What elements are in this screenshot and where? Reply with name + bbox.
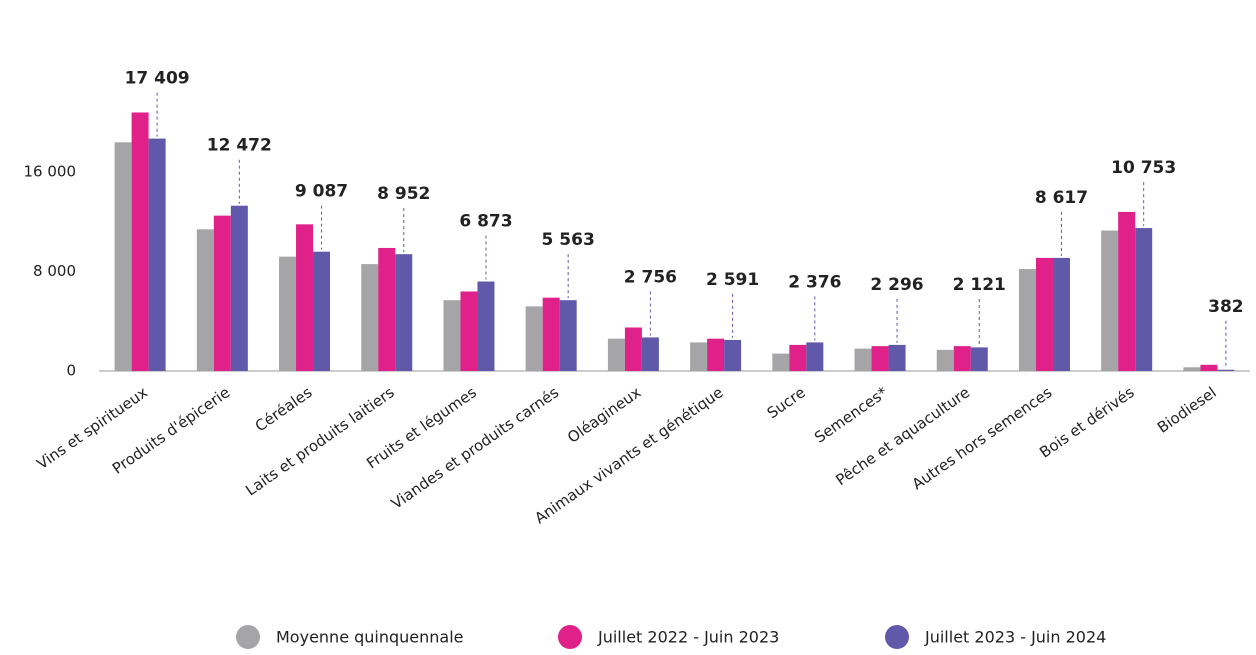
legend-label: Moyenne quinquennale [276, 628, 464, 647]
legend-label: Juillet 2022 - Juin 2023 [597, 628, 779, 647]
annotation: 8 617 [1035, 188, 1088, 208]
bar [789, 344, 807, 371]
legend-swatch [558, 625, 582, 649]
bar [213, 215, 231, 371]
bar [361, 264, 379, 371]
x-tick-label: Biodiesel [1154, 383, 1220, 437]
bar [871, 346, 889, 371]
annotation: 2 756 [624, 267, 677, 287]
legend-label: Juillet 2023 - Juin 2024 [924, 628, 1106, 647]
annotation: 8 952 [377, 184, 430, 204]
bar [542, 297, 560, 371]
bar [114, 142, 132, 371]
x-tick-label: Oléagineux [564, 383, 644, 447]
bar [1135, 228, 1153, 371]
bar [707, 338, 725, 371]
annotation: 17 409 [125, 69, 190, 89]
annotation: 2 296 [870, 275, 923, 295]
annotation: 382 [1208, 297, 1244, 317]
bar [806, 342, 824, 371]
annotation: 2 591 [706, 270, 759, 290]
y-tick-label: 8 000 [33, 262, 76, 280]
bar [525, 306, 543, 371]
bar [888, 344, 906, 371]
bar [624, 327, 642, 371]
annotation: 5 563 [542, 230, 595, 250]
bar [395, 254, 413, 371]
bar [1101, 230, 1119, 371]
bar [460, 291, 478, 371]
bar [313, 251, 331, 371]
legend-swatch [885, 625, 909, 649]
x-tick-label: Sucre [764, 383, 809, 422]
bar [772, 353, 790, 371]
annotation: 12 472 [207, 136, 272, 156]
bar [1200, 364, 1218, 371]
y-tick-label: 0 [66, 362, 76, 380]
bar [641, 337, 659, 371]
bar [230, 205, 248, 371]
x-tick-label: Laits et produits laitiers [242, 383, 397, 499]
bar [148, 138, 166, 371]
bar [443, 300, 461, 371]
bar [378, 247, 396, 371]
bar [953, 346, 971, 371]
x-tick-label: Autres hors semences [909, 383, 1056, 493]
bar [690, 342, 708, 371]
bar [131, 112, 149, 371]
annotation: 2 376 [788, 272, 841, 292]
x-tick-label: Semences* [811, 383, 891, 447]
bar [607, 338, 625, 371]
legend-swatch [236, 625, 260, 649]
x-tick-label: Viandes et produits carnés [388, 383, 562, 513]
bar [279, 256, 297, 371]
bar [1035, 257, 1053, 371]
y-tick-label: 16 000 [24, 163, 77, 181]
bar [724, 339, 742, 371]
bar [477, 281, 495, 371]
annotation: 9 087 [295, 182, 348, 202]
bar [1052, 257, 1070, 371]
annotation: 10 753 [1111, 158, 1176, 178]
bar [296, 224, 314, 371]
x-tick-label: Pêche et aquaculture [832, 383, 973, 489]
bar [1118, 211, 1136, 371]
bar [196, 229, 214, 371]
bar [1217, 369, 1235, 371]
x-tick-label: Céréales [252, 383, 316, 435]
bar [1183, 367, 1201, 371]
bar [559, 300, 577, 371]
bar [936, 349, 954, 371]
annotation: 2 121 [953, 275, 1006, 295]
annotation: 6 873 [459, 212, 512, 232]
bar [854, 348, 872, 371]
bar [1018, 269, 1036, 371]
bar [970, 347, 988, 371]
